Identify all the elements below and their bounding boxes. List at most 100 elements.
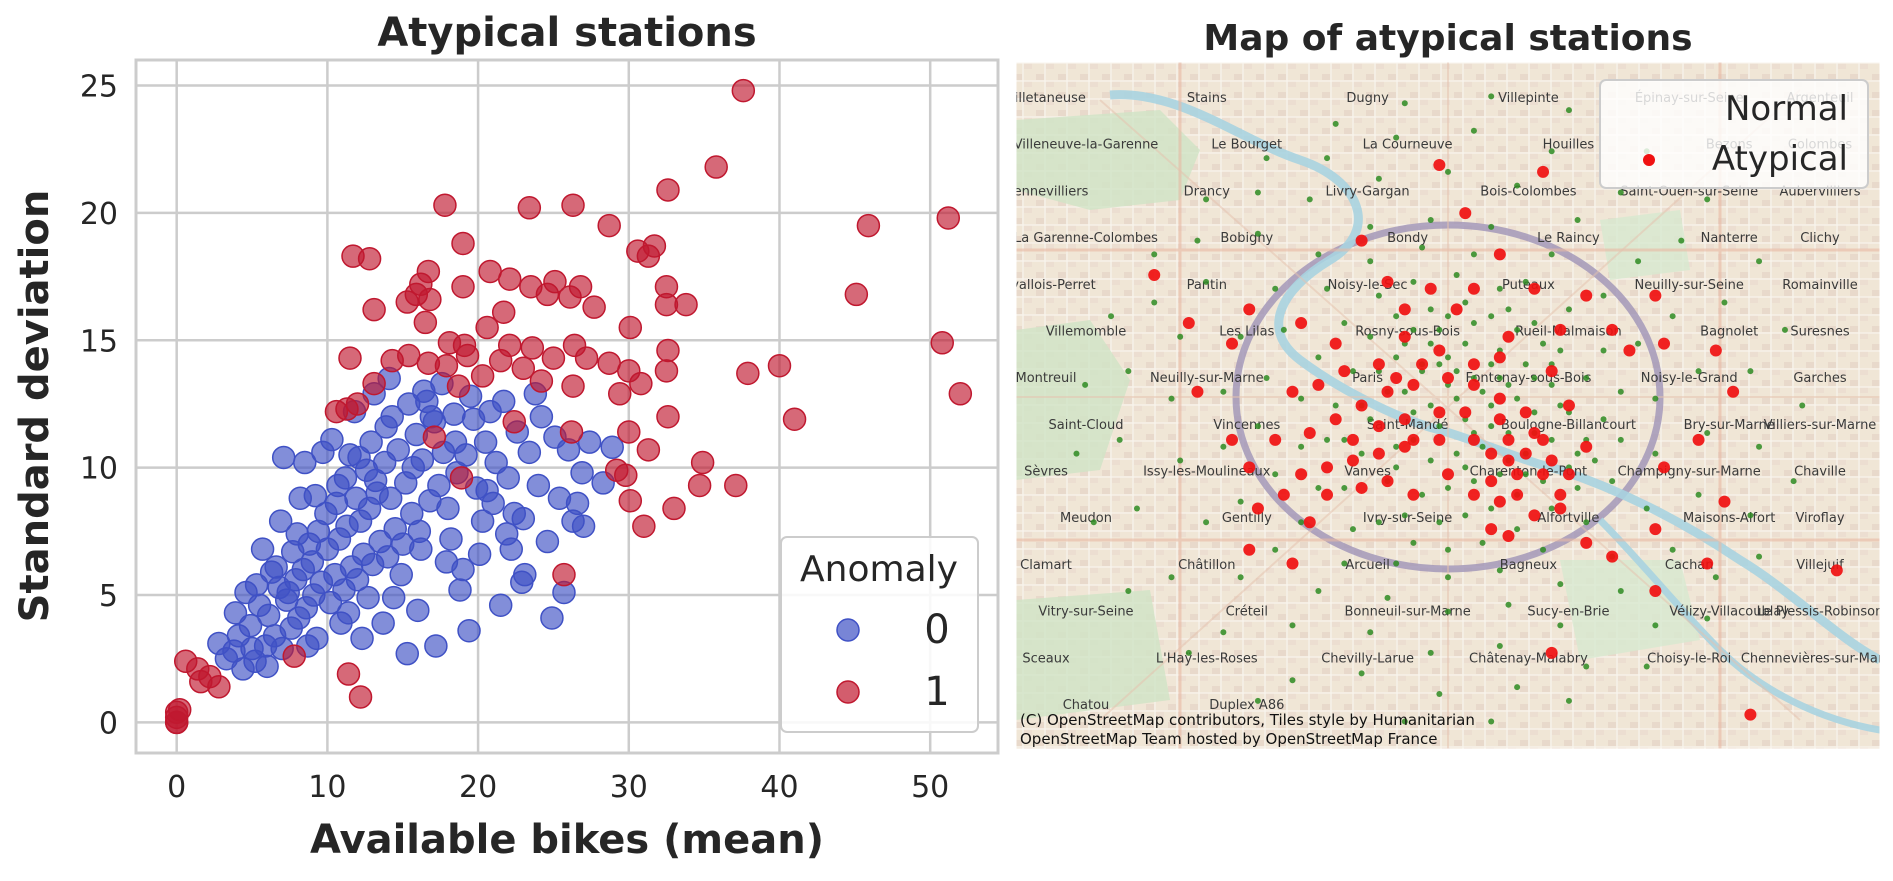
point-normal [350,626,374,651]
place-label: Dugny [1346,91,1389,106]
point-anomaly [338,346,362,370]
point-normal [419,404,444,429]
atypical-station [1286,385,1299,398]
map-legend: Normal Atypical [1599,79,1869,189]
point-anomaly [632,514,656,538]
normal-station [1298,443,1305,450]
attribution-line-1: (C) OpenStreetMap contributors, Tiles st… [1020,711,1475,729]
place-label: Chatou [1063,698,1110,713]
atypical-station [1381,475,1394,488]
normal-station [1436,423,1443,430]
map-legend-label-normal: Normal [1725,89,1848,129]
point-anomaly [561,193,585,217]
normal-station [1393,354,1400,361]
point-anomaly [357,246,382,271]
point-anomaly [559,420,584,444]
atypical-station [1433,433,1446,446]
atypical-station [1338,365,1351,378]
y-tick-label: 5 [99,579,118,614]
atypical-station [1303,426,1316,439]
atypical-station [1381,385,1394,398]
atypical-station [1433,406,1446,419]
normal-station [1496,471,1503,478]
atypical-station [1562,468,1575,481]
normal-station [1548,436,1555,443]
point-normal [303,483,328,508]
point-anomaly [397,343,421,368]
point-anomaly [656,338,680,363]
point-normal [448,578,472,602]
atypical-station [1562,399,1575,412]
point-anomaly [618,315,643,340]
x-axis-label: Available bikes (mean) [310,817,824,863]
normal-station [1436,361,1443,368]
normal-station [1367,629,1374,636]
normal-station [1349,368,1356,375]
normal-station [1643,505,1650,512]
atypical-station [1493,392,1506,405]
chart-title: Atypical stations [377,10,756,56]
point-anomaly [362,371,386,396]
normal-station-points [1073,93,1806,725]
normal-station [1367,258,1374,265]
normal-station [1203,278,1210,285]
point-normal [442,402,466,426]
atypical-station [1623,344,1636,357]
place-label: Châtillon [1178,558,1235,573]
point-anomaly [574,346,599,370]
point-normal [381,585,406,610]
atypical-station [1407,488,1420,501]
place-label: Chennevières-sur-Marne [1741,651,1893,666]
normal-station [1799,402,1806,409]
point-normal [345,568,370,592]
normal-station [1462,464,1469,471]
atypical-station [1450,303,1463,316]
normal-station [1419,491,1426,498]
place-label: Gennevilliers [1004,184,1089,199]
normal-station [1185,649,1192,656]
place-label: Issy-les-Moulineaux [1143,465,1271,480]
point-normal [386,438,410,462]
place-label: Villeneuve-la-Garenne [1014,138,1159,153]
place-label: Gentilly [1222,511,1272,526]
map-legend-box [1599,79,1869,189]
normal-station [1315,587,1322,594]
point-normal [443,430,468,454]
normal-station [1280,326,1287,333]
normal-station [1522,471,1529,478]
normal-station [1393,313,1400,320]
normal-station [1488,93,1495,100]
place-label: Maisons-Alfort [1683,511,1775,526]
normal-station [1298,395,1305,402]
normal-station [1332,402,1339,409]
x-tick-label: 20 [459,770,497,805]
normal-station [1436,519,1443,526]
point-normal [547,486,572,510]
normal-station [1574,450,1581,457]
place-label: Le Bourget [1211,138,1282,153]
point-anomaly [690,450,715,475]
place-label: Drancy [1184,184,1231,199]
normal-station [1721,299,1728,306]
atypical-station [1649,523,1662,536]
place-label: Sucy-en-Brie [1527,605,1609,620]
point-anomaly [604,458,629,482]
x-tick-label: 10 [308,770,346,805]
atypical-station [1467,282,1480,295]
point-normal [271,445,296,470]
atypical-station [1580,289,1593,302]
place-label: La Garenne-Colombes [1014,231,1158,246]
normal-station [1462,512,1469,519]
place-label: Saint-Mandé [1367,418,1449,433]
normal-station [1237,498,1244,505]
place-label: Romainville [1782,278,1857,293]
atypical-station [1502,330,1515,343]
normal-station [1393,134,1400,141]
place-label: Alfortville [1537,511,1599,526]
normal-station [1315,484,1322,491]
normal-station [1609,478,1616,485]
atypical-station [1545,646,1558,659]
atypical-station [1545,454,1558,467]
normal-station [1695,368,1702,375]
